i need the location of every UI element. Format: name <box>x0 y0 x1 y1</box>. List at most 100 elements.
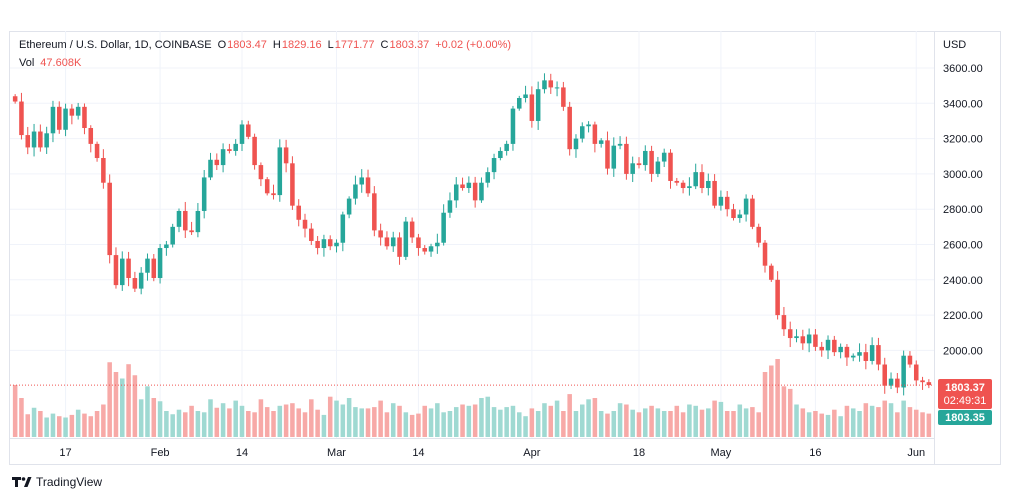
candle-body <box>548 80 554 88</box>
candle-body <box>397 237 402 257</box>
candle-body <box>706 180 711 189</box>
ohlc-legend: Ethereum / U.S. Dollar, 1D, COINBASE O180… <box>19 39 517 51</box>
candle-body <box>523 94 528 99</box>
candle-body <box>844 346 850 358</box>
volume-bar <box>346 398 352 437</box>
candle-body <box>542 80 547 90</box>
chart-frame <box>9 31 1001 465</box>
y-tick-label: 3200.00 <box>943 134 983 146</box>
volume-value: 47.608K <box>40 57 82 69</box>
volume-bar <box>120 378 125 437</box>
candle-body <box>624 143 629 174</box>
volume-bar <box>201 412 207 437</box>
candle-body <box>296 205 301 220</box>
volume-bar <box>775 359 780 437</box>
volume-bar <box>12 385 18 437</box>
candle-body <box>422 248 428 252</box>
volume-bar <box>542 403 547 437</box>
change-value: +0.02 (+0.00%) <box>435 39 512 51</box>
candle-body <box>460 184 465 189</box>
candle-body <box>201 177 207 211</box>
volume-bar <box>882 400 888 437</box>
volume-bar <box>151 398 157 437</box>
price-axis[interactable]: USD 3600.00 3400.00 3200.00 3000.00 2800.00 26… <box>943 39 983 357</box>
volume-bar <box>586 399 591 437</box>
volume-bar <box>453 407 459 437</box>
candle-body <box>31 131 37 148</box>
volume-bar <box>762 372 768 437</box>
candle-body <box>151 258 157 279</box>
y-tick-label: 3400.00 <box>943 98 983 110</box>
volume-bar <box>183 412 188 437</box>
candle-body <box>365 177 371 194</box>
candle-body <box>750 198 755 227</box>
volume-bar <box>485 396 491 437</box>
candle-body <box>825 339 831 351</box>
candle-body <box>857 352 862 356</box>
candle-body <box>920 380 925 383</box>
candles <box>12 73 932 396</box>
volume-bar <box>309 399 314 437</box>
volume-bar <box>428 408 434 437</box>
candle-body <box>800 336 806 344</box>
volume-bar <box>813 411 818 437</box>
volume-bar <box>516 412 522 437</box>
volume-bar <box>554 400 560 437</box>
volume-bar <box>800 408 806 437</box>
candle-body <box>535 89 541 121</box>
candle-body <box>756 226 761 243</box>
volume-bar <box>756 412 761 437</box>
volume-bar <box>668 411 673 437</box>
candle-body <box>38 131 43 148</box>
candle-body <box>252 136 257 166</box>
volume-bars <box>12 359 932 437</box>
y-tick-label: 2800.00 <box>943 204 983 216</box>
candle-body <box>283 147 289 164</box>
x-tick-label: 14 <box>236 447 248 459</box>
volume-bar <box>126 364 131 437</box>
candle-body <box>113 255 119 286</box>
candle-body <box>409 221 415 238</box>
volume-bar <box>567 394 572 437</box>
volume-bar <box>913 409 919 437</box>
candle-body <box>636 163 642 166</box>
volume-bar <box>769 365 774 437</box>
volume-bar <box>107 362 112 437</box>
candle-body <box>164 244 169 249</box>
candle-body <box>813 334 818 347</box>
candle-body <box>561 87 566 107</box>
candle-body <box>554 87 560 89</box>
candle-body <box>195 210 201 233</box>
candle-body <box>25 135 31 148</box>
candle-body <box>485 172 491 183</box>
volume-bar <box>82 413 87 437</box>
volume-bar <box>195 411 201 437</box>
candle-body <box>680 182 686 189</box>
candle-body <box>655 161 661 174</box>
candle-body <box>132 278 138 289</box>
volume-bar <box>157 401 163 437</box>
candle-body <box>737 214 743 219</box>
time-axis[interactable]: 17 Feb 14 Mar 14 Apr 18 May 16 Jun <box>59 447 925 459</box>
candle-body <box>718 196 724 206</box>
candle-body <box>567 106 572 150</box>
candle-body <box>838 346 843 353</box>
volume-bar <box>504 407 509 437</box>
candle-body <box>290 163 295 206</box>
volume-bar <box>227 408 232 437</box>
candle-body <box>233 143 238 151</box>
low-label: L <box>327 39 334 51</box>
candle-body <box>176 210 182 227</box>
volume-bar <box>674 405 680 437</box>
symbol-title[interactable]: Ethereum / U.S. Dollar, 1D, COINBASE <box>19 39 212 51</box>
candle-body <box>516 98 522 109</box>
candle-body <box>605 140 610 169</box>
close-label: C <box>380 39 389 51</box>
volume-bar <box>302 412 308 437</box>
price-badge-value: 1803.37 <box>945 382 985 394</box>
volume-bar <box>750 407 755 437</box>
volume-bar <box>372 407 377 437</box>
tradingview-logo[interactable]: TradingView <box>12 475 102 489</box>
candle-body <box>170 226 175 245</box>
